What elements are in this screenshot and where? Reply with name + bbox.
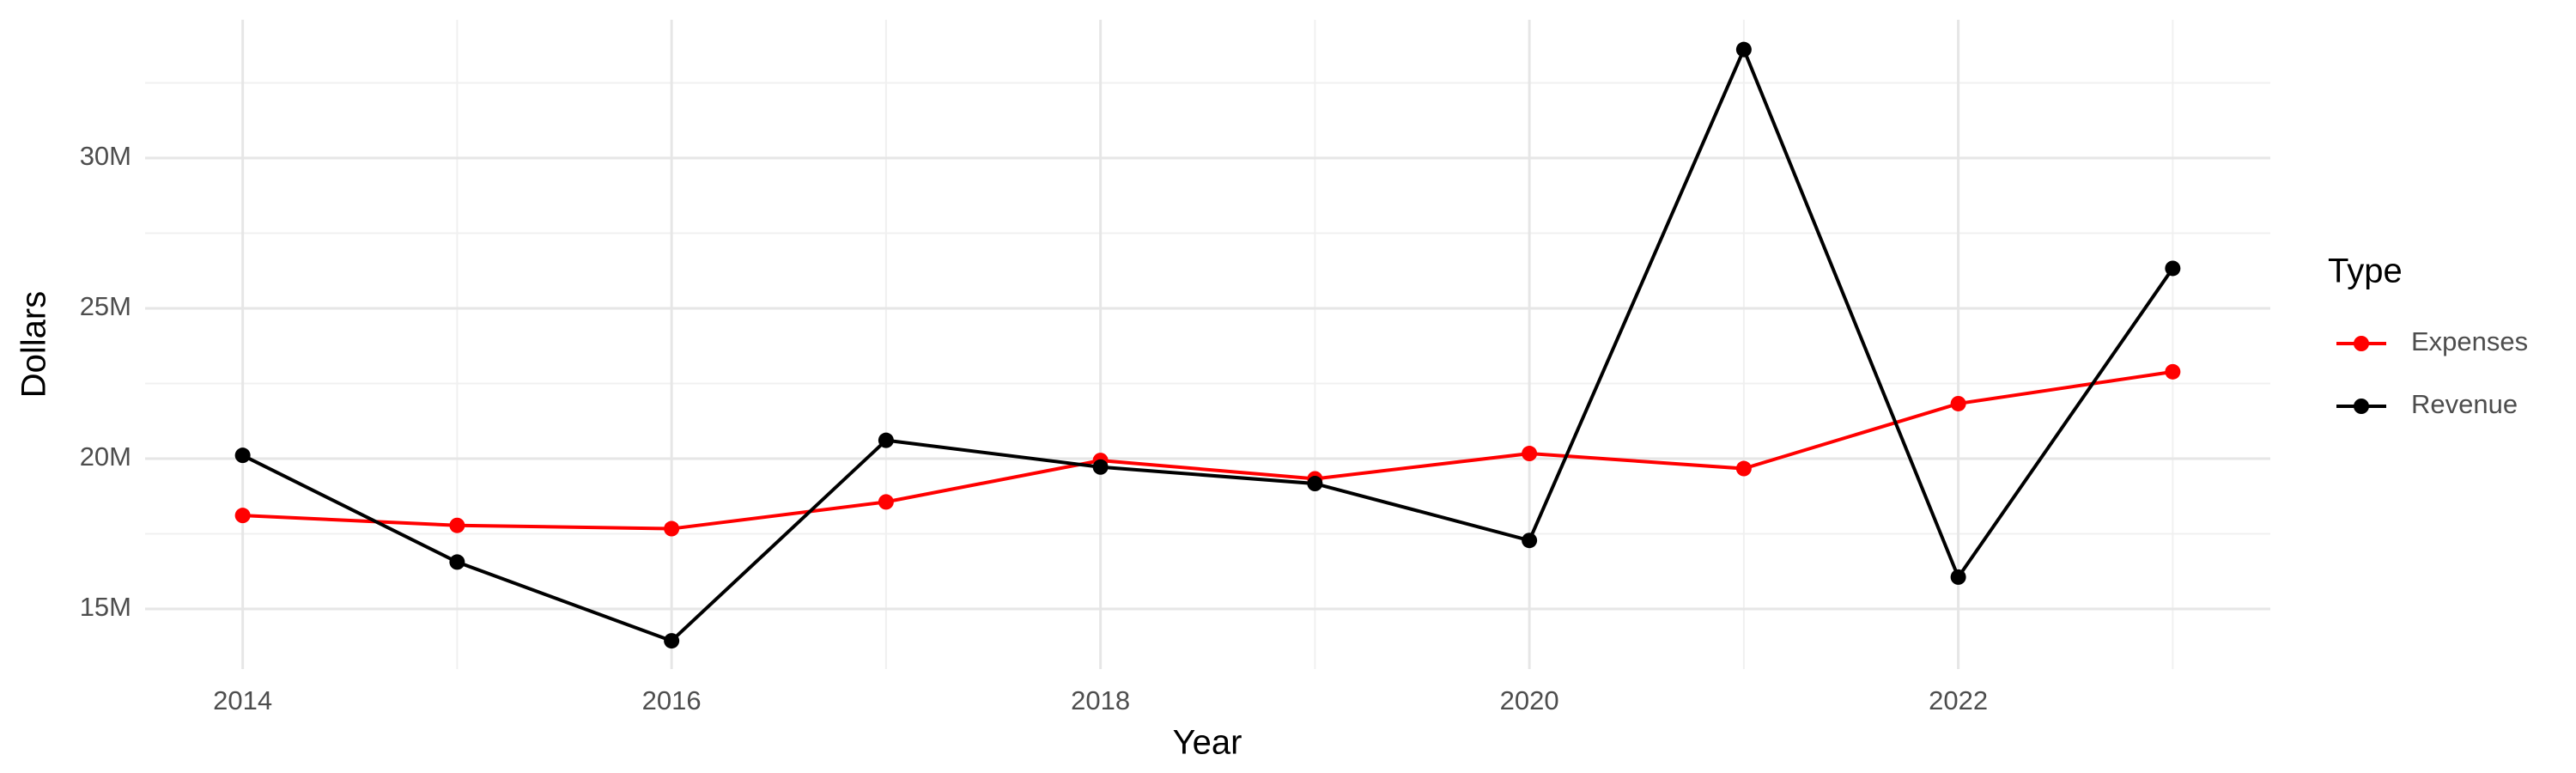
y-axis-title: Dollars (15, 291, 53, 398)
y-tick-label: 15M (80, 592, 131, 622)
data-point (664, 520, 680, 537)
data-point (1735, 41, 1752, 58)
legend-title: Type (2328, 253, 2403, 290)
data-point (664, 633, 680, 649)
x-axis-title: Year (1173, 724, 1242, 762)
legend-key-point (2354, 399, 2369, 414)
data-point (449, 517, 465, 533)
series-line (242, 369, 2173, 531)
y-tick-label: 20M (80, 441, 131, 472)
series-line (241, 45, 2175, 643)
x-tick-label: 2022 (1929, 685, 1988, 715)
data-point (1522, 446, 1538, 462)
legend-label: Expenses (2411, 326, 2528, 356)
data-point (234, 508, 251, 524)
data-point (234, 447, 251, 464)
y-tick-label: 25M (80, 291, 131, 321)
data-point (1950, 395, 1966, 411)
x-tick-label: 2014 (213, 685, 272, 715)
data-point (878, 432, 894, 448)
grid (145, 20, 2270, 669)
data-point (1307, 476, 1323, 492)
x-tick-label: 2020 (1500, 685, 1559, 715)
data-point (2165, 363, 2181, 380)
x-tick-label: 2016 (642, 685, 702, 715)
data-point (878, 494, 894, 510)
data-point (1092, 459, 1109, 475)
x-tick-label: 2018 (1071, 685, 1130, 715)
data-point (449, 554, 465, 570)
data-point (1950, 569, 1966, 585)
data-point (1735, 460, 1752, 477)
data-point (2165, 260, 2181, 277)
legend-label: Revenue (2411, 389, 2518, 419)
legend-key-point (2354, 336, 2369, 351)
y-tick-label: 30M (80, 141, 131, 171)
data-point (1522, 533, 1538, 549)
